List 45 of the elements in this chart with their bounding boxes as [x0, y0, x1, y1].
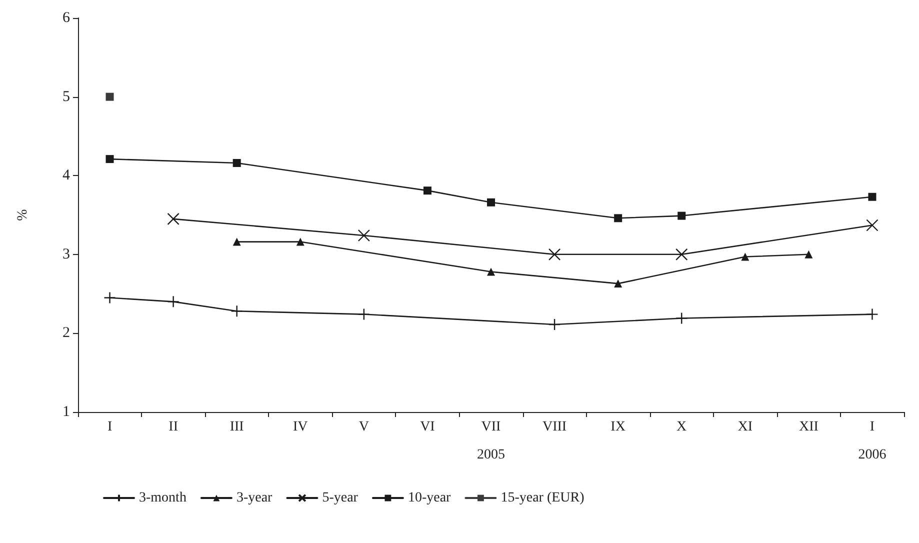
x-tick-label: V — [358, 420, 369, 434]
x-tick-label: X — [676, 420, 687, 434]
legend-label: 10-year — [408, 490, 452, 506]
y-tick-label: 6 — [62, 10, 70, 26]
point — [614, 280, 622, 288]
legend-label: 3-month — [139, 490, 186, 506]
point — [167, 212, 180, 226]
point — [106, 92, 114, 101]
point — [614, 214, 622, 222]
point — [106, 155, 114, 164]
x-tick-label: VII 2005 — [477, 420, 505, 462]
point — [804, 250, 813, 258]
point — [548, 318, 561, 331]
y-axis-title: % — [16, 208, 30, 221]
y-tick-label: 3 — [62, 246, 70, 262]
x-tick-label: I — [107, 420, 112, 434]
point — [487, 268, 495, 276]
x-tick-label: IV — [292, 420, 308, 434]
y-tick-label: 1 — [62, 404, 70, 420]
point — [676, 248, 688, 260]
point — [358, 229, 370, 242]
legend-label: 5-year — [322, 490, 358, 506]
point — [232, 238, 241, 246]
x-tick-label: I 2006 — [858, 420, 886, 462]
point — [866, 219, 878, 232]
legend-label: 15-year (EUR) — [500, 490, 585, 506]
point — [868, 192, 876, 201]
x-tick-label: XII — [798, 420, 819, 434]
legend-label: 3-year — [236, 490, 273, 506]
y-tick-label: 2 — [62, 325, 70, 342]
y-tick-label: 5 — [62, 88, 70, 105]
point — [678, 212, 686, 220]
point — [232, 158, 241, 167]
x-tick-label: VI — [420, 420, 436, 434]
x-tick-label: IX — [610, 420, 626, 434]
point — [548, 248, 561, 260]
point — [296, 238, 304, 246]
x-tick-label: II — [168, 420, 178, 434]
y-tick-label: 4 — [62, 168, 70, 184]
point — [423, 186, 432, 195]
point — [741, 252, 750, 261]
x-tick-label: VIII — [542, 420, 567, 434]
point — [487, 198, 495, 206]
x-tick-label: XI — [738, 420, 753, 434]
x-tick-label: III — [230, 420, 244, 434]
